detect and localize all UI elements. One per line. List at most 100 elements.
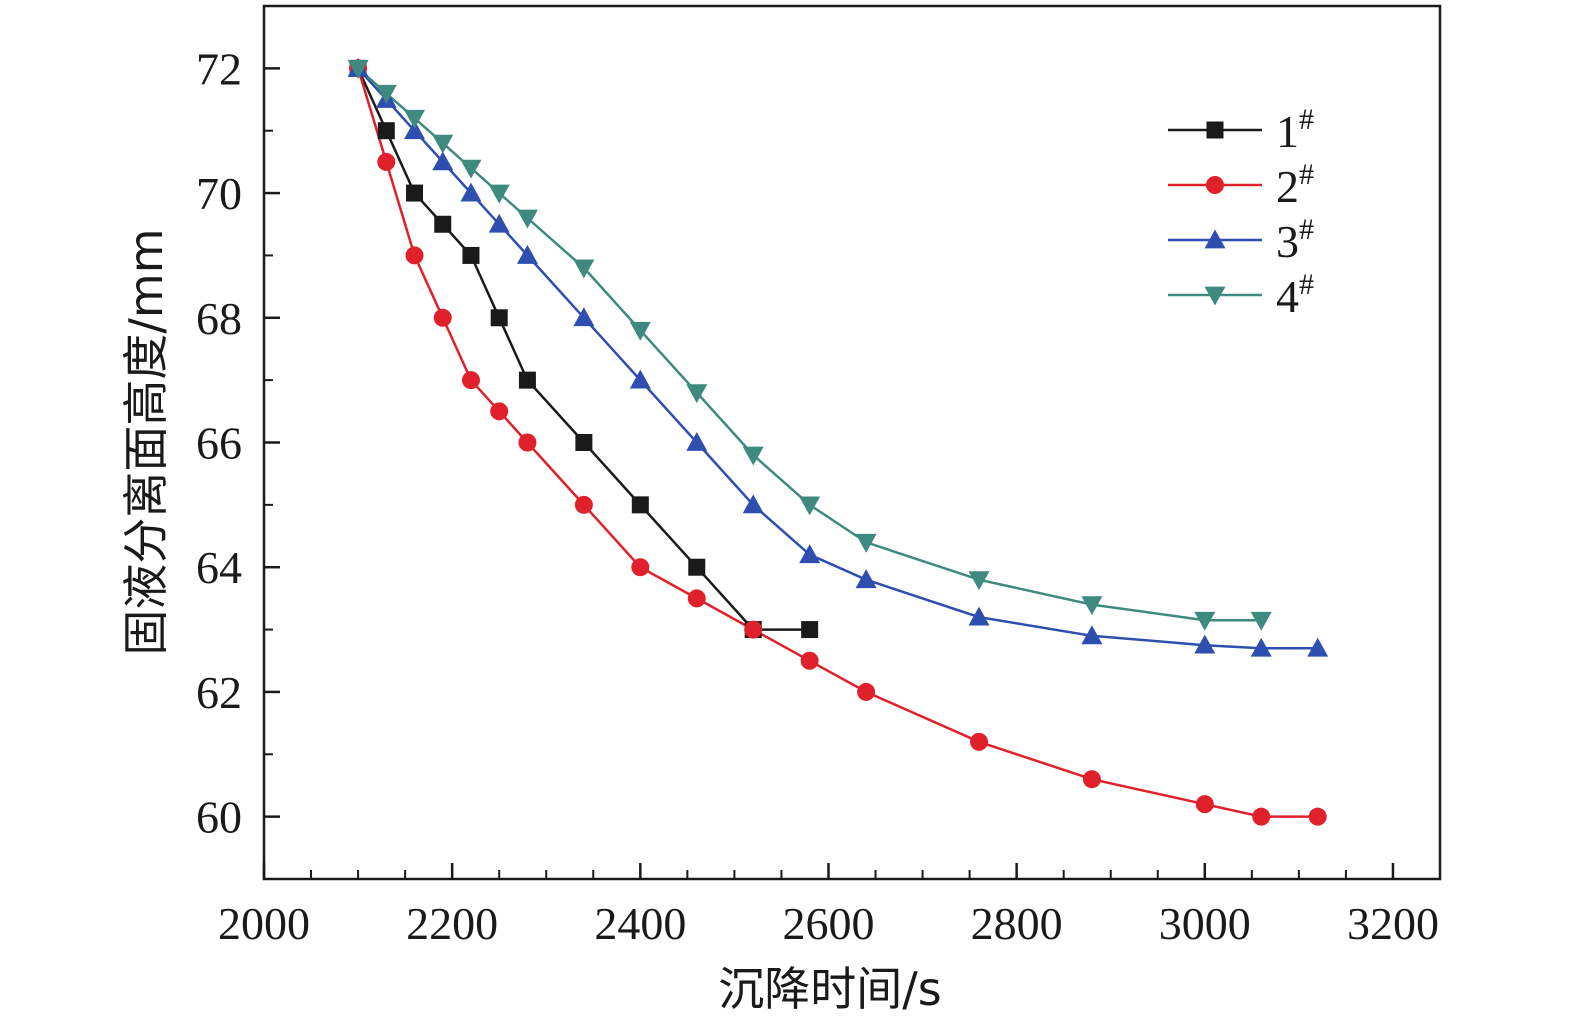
data-point xyxy=(799,496,821,516)
data-point xyxy=(488,213,510,233)
data-point xyxy=(516,244,538,264)
series-lines xyxy=(356,67,1318,818)
legend-marker xyxy=(1204,286,1226,306)
y-tick-label: 60 xyxy=(196,792,242,843)
data-point xyxy=(1250,611,1272,631)
data-point xyxy=(434,215,452,233)
legend-marker xyxy=(1206,176,1224,194)
data-point xyxy=(1252,807,1271,826)
y-tick-label: 68 xyxy=(196,293,242,344)
data-point xyxy=(462,246,480,264)
data-point xyxy=(573,259,595,279)
x-tick-label: 2600 xyxy=(782,898,874,949)
legend-label-text: 4 xyxy=(1276,271,1299,322)
data-point xyxy=(629,321,651,341)
data-point xyxy=(573,307,595,327)
y-tick-label: 72 xyxy=(196,43,242,94)
series-markers xyxy=(347,57,1329,826)
data-point xyxy=(405,246,424,265)
data-point xyxy=(432,134,454,154)
legend-marker xyxy=(1206,121,1224,139)
data-point xyxy=(1307,637,1329,657)
legend-label-text: 3 xyxy=(1276,216,1299,267)
data-point xyxy=(518,371,536,389)
data-point xyxy=(1194,611,1216,631)
data-point xyxy=(461,371,480,390)
data-point xyxy=(1081,625,1103,645)
legend-label-text: 1 xyxy=(1276,106,1299,157)
data-point xyxy=(575,434,593,451)
data-point xyxy=(490,402,509,421)
x-axis-title: 沉降时间/s xyxy=(718,962,941,1016)
series-line-3 xyxy=(357,67,1318,650)
data-point xyxy=(1250,637,1272,657)
x-tick-label: 3200 xyxy=(1347,898,1439,949)
legend-label: 1# xyxy=(1276,103,1314,157)
series-line-1 xyxy=(356,67,810,631)
data-point xyxy=(516,209,538,229)
y-axis-title: 固液分离面高度/mm xyxy=(119,228,173,655)
data-point xyxy=(404,109,426,129)
data-point xyxy=(518,433,537,452)
data-point xyxy=(1194,634,1216,654)
legend-label-superscript: # xyxy=(1299,103,1314,136)
x-axis: 2000 2200 2400 2600 2800 3000 3200 xyxy=(218,863,1439,949)
y-tick-label: 66 xyxy=(196,418,242,469)
data-point xyxy=(460,182,482,202)
x-tick-label: 3000 xyxy=(1159,898,1251,949)
legend-label-superscript: # xyxy=(1299,268,1314,301)
data-point xyxy=(970,732,989,751)
data-point xyxy=(1082,770,1101,789)
x-tick-label: 2800 xyxy=(971,898,1063,949)
series-line-4 xyxy=(357,67,1262,622)
legend-label-superscript: # xyxy=(1299,158,1314,191)
data-point xyxy=(800,651,819,670)
data-point xyxy=(377,122,395,140)
legend-label: 3# xyxy=(1276,213,1314,267)
legend-item: 4# xyxy=(1168,268,1314,322)
legend-label: 2# xyxy=(1276,158,1314,212)
data-point xyxy=(406,184,424,202)
data-point xyxy=(855,569,877,589)
data-point xyxy=(857,682,876,701)
data-point xyxy=(1195,795,1214,814)
legend-marker xyxy=(1204,229,1226,249)
data-point xyxy=(688,558,706,576)
data-point xyxy=(968,606,990,626)
data-point xyxy=(801,621,819,639)
data-point xyxy=(377,152,396,171)
data-point xyxy=(490,309,508,327)
legend: 1#2#3#4# xyxy=(1168,103,1314,322)
data-point xyxy=(404,120,426,140)
data-point xyxy=(460,159,482,179)
data-point xyxy=(799,544,821,564)
legend-label-superscript: # xyxy=(1299,213,1314,246)
data-point xyxy=(1081,596,1103,616)
data-point xyxy=(686,384,708,404)
data-point xyxy=(968,571,990,591)
legend-item: 1# xyxy=(1168,103,1314,157)
legend-label-text: 2 xyxy=(1276,161,1299,212)
x-tick-label: 2000 xyxy=(218,898,310,949)
y-axis: 60 62 64 66 68 70 72 xyxy=(196,5,280,880)
data-point xyxy=(687,589,706,608)
data-point xyxy=(347,59,369,79)
data-point xyxy=(574,495,593,514)
data-point xyxy=(375,84,397,104)
data-point xyxy=(742,446,764,466)
data-point xyxy=(742,494,764,514)
data-point xyxy=(488,184,510,204)
y-tick-label: 62 xyxy=(196,667,242,718)
data-point xyxy=(432,151,454,171)
data-point xyxy=(629,369,651,389)
y-tick-label: 64 xyxy=(196,542,242,593)
data-point xyxy=(433,308,452,327)
x-tick-label: 2200 xyxy=(406,898,498,949)
x-tick-label: 2400 xyxy=(594,898,686,949)
legend-label: 4# xyxy=(1276,268,1314,322)
legend-item: 3# xyxy=(1168,213,1314,267)
data-point xyxy=(686,432,708,451)
data-point xyxy=(631,558,650,577)
series-line-2 xyxy=(356,68,1318,818)
